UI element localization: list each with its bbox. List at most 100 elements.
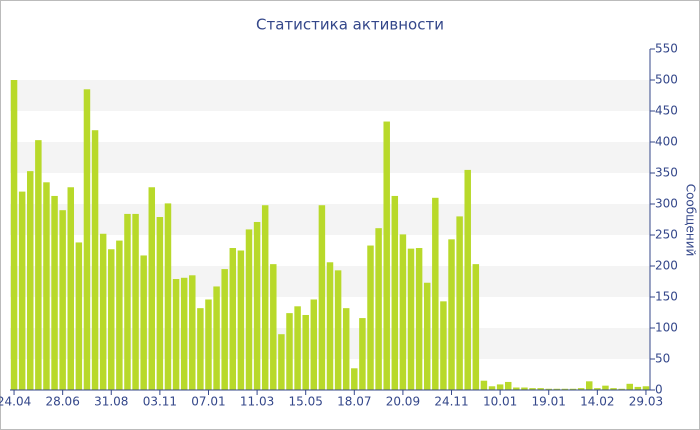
bar (35, 140, 42, 390)
grid-band (10, 142, 650, 173)
y-axis-label: Сообщений (684, 184, 698, 257)
bar (634, 386, 642, 390)
bar (496, 384, 504, 390)
grid-band (10, 204, 650, 235)
bar (432, 197, 439, 390)
bar (521, 387, 528, 390)
y-tick-label: 350 (655, 166, 678, 180)
bar (132, 213, 139, 390)
bar (237, 250, 245, 390)
y-tick-label: 500 (655, 73, 678, 87)
bar (537, 388, 544, 390)
bar (83, 89, 91, 391)
bar (261, 205, 269, 390)
bar (294, 306, 301, 390)
y-tick-label: 0 (655, 383, 663, 397)
y-tick-label: 450 (655, 104, 678, 118)
bar (610, 388, 617, 390)
bar (51, 195, 58, 390)
bar (440, 301, 447, 390)
x-tick-label: 18.07 (337, 395, 371, 409)
bar (618, 388, 625, 390)
bar (91, 130, 99, 390)
bar (124, 213, 131, 390)
bar (504, 381, 512, 390)
bar (423, 282, 431, 390)
x-tick-label: 20.09 (386, 395, 420, 409)
bar (164, 203, 172, 390)
bar (278, 334, 285, 390)
x-tick-label: 10.01 (483, 395, 517, 409)
y-tick-label: 100 (655, 321, 678, 335)
bar (480, 380, 488, 390)
y-tick-label: 250 (655, 228, 678, 242)
bar (561, 388, 569, 390)
bar (472, 264, 480, 390)
x-tick-label: 11.03 (240, 395, 274, 409)
y-tick-label: 300 (655, 197, 678, 211)
bar (10, 80, 18, 390)
bar (456, 216, 463, 390)
x-tick-label: 14.02 (580, 395, 614, 409)
bar (351, 368, 358, 390)
bar (359, 318, 366, 390)
bar (326, 262, 334, 390)
bar (569, 388, 577, 390)
bar (180, 277, 188, 390)
bar (148, 187, 156, 390)
bar (156, 217, 164, 390)
bar (221, 269, 228, 390)
bar (18, 191, 26, 390)
bar (27, 171, 34, 390)
x-tick-label: 19.01 (532, 395, 566, 409)
bar (513, 387, 520, 390)
x-tick-label: 24.11 (434, 395, 468, 409)
bar (383, 121, 390, 390)
bar (205, 299, 212, 390)
bar (399, 234, 407, 390)
bar (172, 279, 180, 390)
bar (189, 275, 196, 390)
bar (334, 270, 342, 390)
bar (116, 240, 123, 390)
x-tick-label: 28.06 (45, 395, 79, 409)
bar (553, 388, 561, 390)
bar (375, 228, 382, 390)
bar (391, 195, 399, 390)
bar (448, 239, 455, 390)
bar (108, 249, 115, 390)
bar (602, 385, 609, 390)
x-tick-label: 07.01 (191, 395, 225, 409)
bar (229, 248, 237, 390)
bar (642, 386, 650, 390)
bar (197, 308, 204, 390)
x-tick-label: 15.05 (289, 395, 323, 409)
bar (75, 242, 83, 390)
x-tick-label: 24.04 (0, 395, 31, 409)
bar (626, 383, 633, 390)
bar (488, 386, 496, 390)
bar (302, 314, 309, 390)
bar (140, 255, 147, 390)
y-tick-label: 200 (655, 259, 678, 273)
x-tick-label: 03.11 (143, 395, 177, 409)
y-tick-label: 550 (655, 42, 678, 56)
bar (99, 233, 107, 390)
bar (342, 308, 350, 390)
bar (310, 299, 318, 390)
bar (270, 264, 277, 390)
bar (67, 187, 74, 390)
chart-title: Статистика активности (256, 16, 444, 34)
x-tick-label: 29.03 (629, 395, 663, 409)
bar (213, 286, 220, 390)
bar (545, 388, 552, 390)
bar (318, 205, 326, 390)
bar (594, 388, 601, 390)
bar (245, 229, 253, 390)
bar (586, 381, 593, 390)
x-tick-label: 31.08 (94, 395, 128, 409)
y-tick-label: 50 (655, 352, 670, 366)
grid-band (10, 80, 650, 111)
bar (407, 248, 415, 390)
